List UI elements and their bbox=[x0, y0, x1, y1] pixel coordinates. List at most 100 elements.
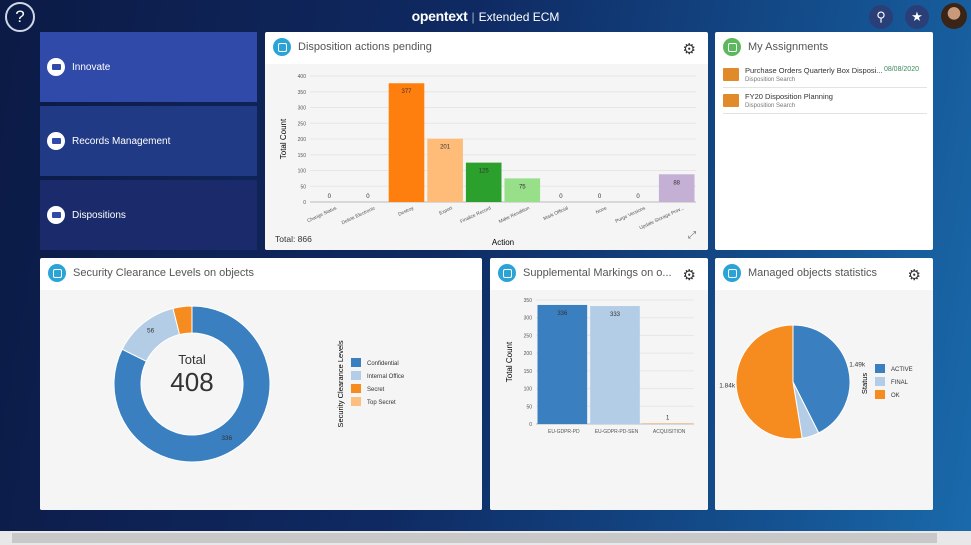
disposition-chart: 0 50 100 150 200 250 300 350 400 Total Count Actio… bbox=[279, 74, 696, 247]
nav-label: Innovate bbox=[72, 61, 111, 73]
y-tick-label: 200 bbox=[524, 351, 533, 357]
bar bbox=[465, 162, 502, 202]
gear-icon[interactable]: ⚙ bbox=[682, 41, 696, 58]
search-icon[interactable]: ⚲ bbox=[869, 5, 893, 29]
data-label: 0 bbox=[559, 194, 563, 200]
y-tick-label: 0 bbox=[303, 200, 306, 206]
assignment-item[interactable]: Purchase Orders Quarterly Box Disposi...… bbox=[723, 62, 927, 88]
y-tick-label: 350 bbox=[298, 90, 307, 96]
legend-swatch bbox=[875, 364, 885, 373]
legend-label: FINAL bbox=[891, 380, 909, 386]
bar bbox=[388, 83, 425, 202]
data-label: 125 bbox=[479, 169, 490, 175]
y-tick-label: 300 bbox=[298, 106, 307, 112]
y-tick-label: 50 bbox=[526, 404, 532, 410]
panel-title: Managed objects statistics bbox=[748, 267, 878, 279]
x-tick-label: Finalize Record bbox=[459, 205, 492, 225]
nav-label: Dispositions bbox=[72, 209, 126, 221]
total-value: 408 bbox=[170, 367, 214, 397]
widget-icon bbox=[48, 264, 66, 282]
y-tick-label: 150 bbox=[298, 153, 307, 159]
assignments-panel: My Assignments Purchase Orders Quarterly… bbox=[715, 32, 933, 250]
legend-label: Confidential bbox=[367, 361, 399, 367]
star-icon[interactable]: ★ bbox=[905, 5, 929, 29]
top-bar: ? opentext | Extended ECM ⚲ ★ bbox=[0, 0, 971, 32]
nav-label: Records Management bbox=[72, 135, 171, 147]
folder-icon bbox=[47, 58, 65, 76]
folder-search-icon bbox=[723, 94, 739, 107]
data-label: 0 bbox=[636, 194, 640, 200]
y-axis-label: Total Count bbox=[505, 341, 514, 382]
managed-pie-chart: 1.49k 1.84k ACTIVE FINAL OK Status bbox=[719, 324, 913, 440]
pie-slice bbox=[113, 305, 271, 463]
nav-tile-innovate[interactable]: Innovate bbox=[40, 32, 257, 102]
x-tick-label: EU-GDPR-PD-SEN bbox=[595, 429, 639, 435]
x-tick-label: None bbox=[595, 205, 608, 215]
folder-icon bbox=[47, 132, 65, 150]
product-name: Extended ECM bbox=[478, 10, 560, 24]
data-label: 0 bbox=[366, 194, 370, 200]
data-label: 201 bbox=[440, 145, 451, 151]
folder-icon bbox=[47, 206, 65, 224]
legend-label: Secret bbox=[367, 387, 385, 393]
legend-title: Status bbox=[860, 373, 869, 395]
folder-search-icon bbox=[723, 68, 739, 81]
y-tick-label: 300 bbox=[524, 316, 533, 322]
data-label: 336 bbox=[557, 311, 568, 317]
brand-title: opentext | Extended ECM bbox=[411, 8, 560, 24]
bar bbox=[427, 138, 463, 202]
x-tick-label: Mark Official bbox=[543, 205, 570, 222]
gear-icon[interactable]: ⚙ bbox=[682, 267, 696, 284]
data-label: 88 bbox=[673, 180, 680, 186]
slice-label: 1.49k bbox=[849, 362, 866, 369]
scrollbar-thumb[interactable] bbox=[12, 533, 937, 543]
assignment-date: 08/08/2020 bbox=[883, 66, 919, 73]
panel-title: Security Clearance Levels on objects bbox=[73, 267, 254, 279]
legend-swatch bbox=[875, 390, 885, 399]
gear-icon[interactable]: ⚙ bbox=[907, 267, 921, 284]
y-tick-label: 250 bbox=[298, 121, 307, 127]
check-icon bbox=[723, 38, 741, 56]
data-label: 333 bbox=[610, 312, 621, 318]
total-label: Total bbox=[178, 352, 206, 367]
data-label: 75 bbox=[519, 184, 526, 190]
x-tick-label: Delete Electronic bbox=[341, 205, 377, 226]
bar bbox=[504, 178, 541, 202]
x-tick-label: Change Status bbox=[306, 205, 338, 224]
x-axis-label: Action bbox=[492, 238, 514, 247]
nav-tile-records-management[interactable]: Records Management bbox=[40, 106, 257, 176]
pie-slice bbox=[172, 305, 193, 336]
managed-panel: Managed objects statistics ⚙ 1.49k 1.84k A… bbox=[715, 258, 933, 510]
pie-slice bbox=[735, 324, 803, 440]
slice-label: 1.84k bbox=[719, 382, 736, 389]
assignment-title: Purchase Orders Quarterly Box Disposi... bbox=[745, 66, 883, 75]
nav-tile-dispositions[interactable]: Dispositions bbox=[40, 180, 257, 250]
supplemental-panel: Supplemental Markings on o... ⚙ 0 50 100 15… bbox=[490, 258, 708, 510]
y-tick-label: 400 bbox=[298, 74, 307, 80]
assignment-item[interactable]: FY20 Disposition Planning Disposition Sea… bbox=[723, 88, 927, 114]
expand-icon[interactable]: ⤢ bbox=[688, 230, 696, 241]
security-panel: Security Clearance Levels on objects 336… bbox=[40, 258, 482, 510]
slice-label: 56 bbox=[147, 328, 155, 335]
disposition-panel: Disposition actions pending ⚙ 0 50 100 150 2… bbox=[265, 32, 708, 250]
panel-title: Disposition actions pending bbox=[298, 41, 432, 53]
legend-title: Security Clearance Levels bbox=[336, 340, 345, 427]
horizontal-scrollbar[interactable] bbox=[0, 531, 971, 545]
bar bbox=[590, 306, 640, 424]
legend-label: Top Secret bbox=[367, 400, 396, 406]
supplemental-chart: 0 50 100 150 200 250 300 350 Total Count 336 EU-GD… bbox=[505, 298, 694, 435]
x-tick-label: Make Rendition bbox=[498, 205, 531, 225]
pie-slice bbox=[792, 324, 851, 434]
legend-swatch bbox=[875, 377, 885, 386]
y-axis-label: Total Count bbox=[279, 118, 288, 159]
security-donut-chart: 336 56 Confidential Internal Office Secret To… bbox=[113, 305, 405, 463]
help-button[interactable]: ? bbox=[5, 2, 35, 32]
x-tick-label: EU-GDPR-PD bbox=[548, 429, 580, 435]
bar bbox=[537, 304, 588, 424]
y-tick-label: 100 bbox=[524, 387, 533, 393]
legend-swatch bbox=[351, 358, 361, 367]
panel-title: My Assignments bbox=[748, 41, 829, 53]
data-label: 1 bbox=[666, 416, 670, 422]
y-tick-label: 50 bbox=[300, 184, 306, 190]
avatar[interactable] bbox=[941, 3, 967, 29]
